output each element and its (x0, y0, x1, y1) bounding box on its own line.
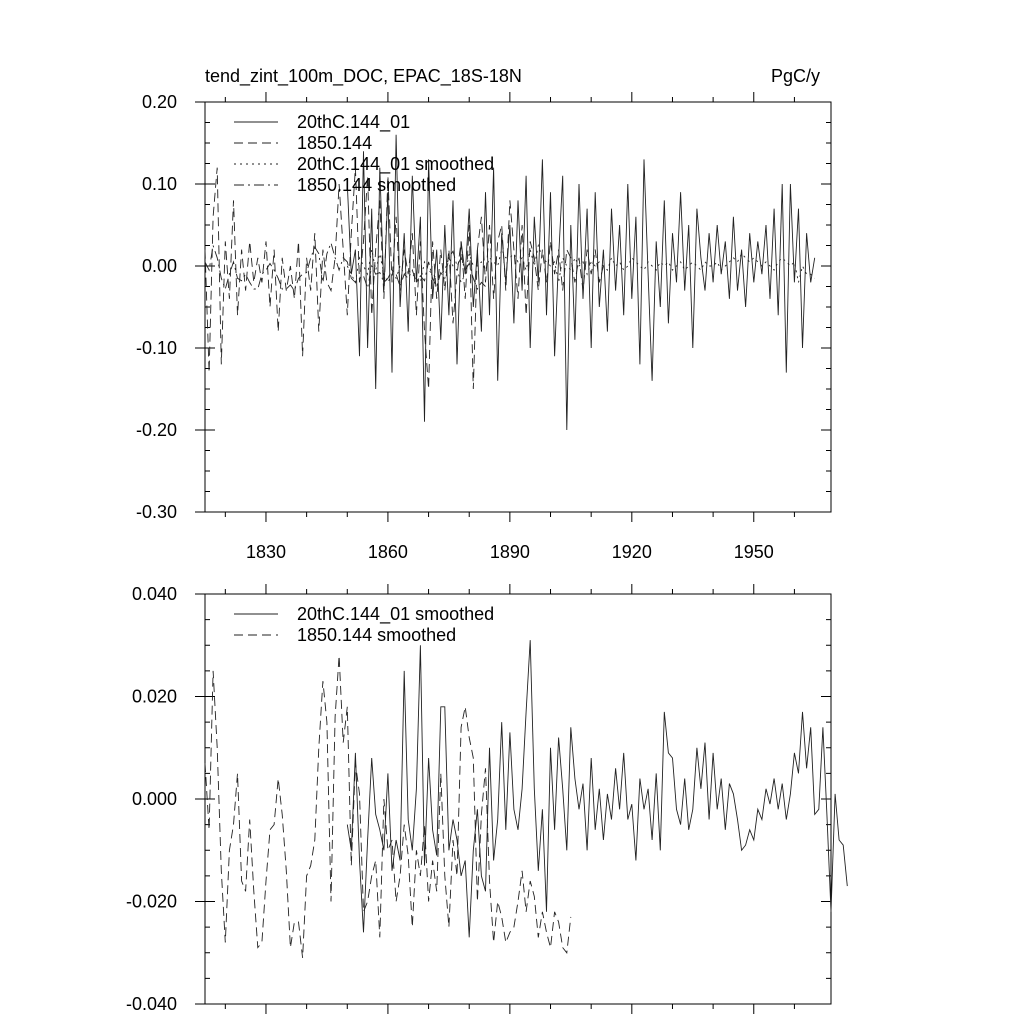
x-tick-label: 1860 (368, 542, 408, 562)
top-chart-title: tend_zint_100m_DOC, EPAC_18S-18N (205, 66, 522, 87)
x-tick-label: 1830 (246, 542, 286, 562)
bottom-chart-y-tick-labels: -0.040 -0.020 0.000 0.020 0.040 (126, 584, 177, 1014)
legend-label: 1850.144 smoothed (297, 625, 456, 645)
series-line (204, 167, 604, 390)
y-tick-label: 0.040 (132, 584, 177, 604)
x-tick-label: 1890 (490, 542, 530, 562)
legend-label: 20thC.144_01 (297, 112, 410, 133)
top-chart-ticks (195, 92, 831, 522)
series-line (346, 640, 848, 938)
y-tick-label: -0.20 (136, 420, 177, 440)
y-tick-label: -0.040 (126, 994, 177, 1014)
bottom-chart-series (204, 640, 848, 958)
top-chart-units: PgC/y (771, 66, 820, 86)
bottom-chart-ticks (195, 584, 831, 1014)
y-tick-label: 0.000 (132, 789, 177, 809)
y-tick-label: -0.10 (136, 338, 177, 358)
series-line (346, 134, 816, 431)
bottom-chart: -0.040 -0.020 0.000 0.020 0.040 20thC.144_01… (126, 584, 848, 1014)
y-tick-label: 0.10 (142, 174, 177, 194)
top-chart-series (204, 134, 816, 431)
series-line (204, 655, 572, 958)
y-tick-label: -0.020 (126, 892, 177, 912)
y-tick-label: -0.30 (136, 502, 177, 522)
series-line (204, 241, 486, 292)
top-chart: tend_zint_100m_DOC, EPAC_18S-18N PgC/y -… (136, 66, 832, 562)
top-chart-y-tick-labels: -0.30 -0.20 -0.10 0.00 0.10 0.20 (136, 92, 177, 522)
legend-label: 20thC.144_01 smoothed (297, 604, 494, 625)
legend-label: 1850.144 smoothed (297, 175, 456, 195)
y-tick-label: 0.00 (142, 256, 177, 276)
y-tick-label: 0.020 (132, 687, 177, 707)
y-tick-label: 0.20 (142, 92, 177, 112)
legend-label: 20thC.144_01 smoothed (297, 154, 494, 175)
x-tick-label: 1950 (734, 542, 774, 562)
bottom-chart-frame (204, 593, 832, 1005)
top-chart-x-tick-labels: 1830 1860 1890 1920 1950 (246, 542, 774, 562)
x-tick-label: 1920 (612, 542, 652, 562)
legend-label: 1850.144 (297, 133, 372, 153)
